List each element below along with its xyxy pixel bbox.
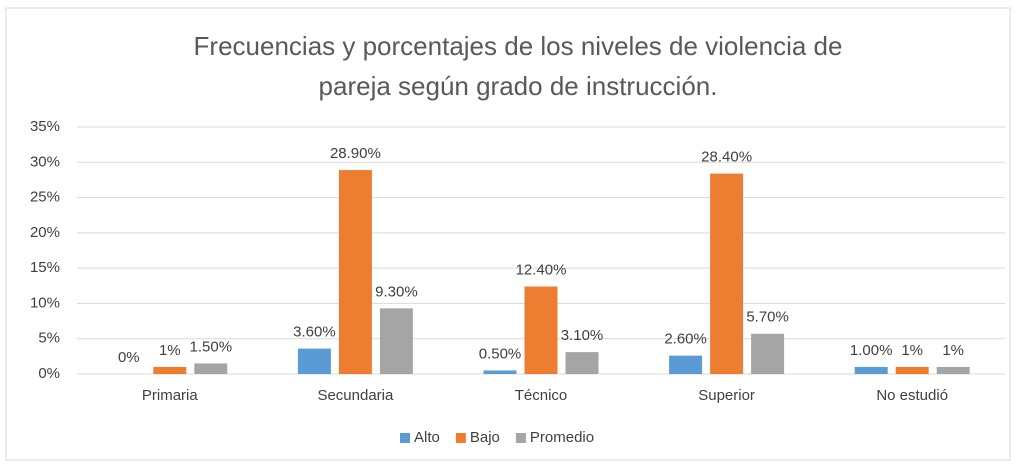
y-tick-label: 0% bbox=[38, 365, 60, 382]
bar bbox=[936, 366, 970, 374]
y-tick-label: 15% bbox=[30, 259, 60, 276]
data-label: 28.40% bbox=[701, 149, 752, 166]
y-tick-label: 10% bbox=[30, 294, 60, 311]
chart-title: Frecuencias y porcentajes de los niveles… bbox=[194, 31, 843, 61]
bar bbox=[524, 286, 558, 374]
bar bbox=[751, 333, 785, 374]
y-tick-label: 30% bbox=[30, 153, 60, 170]
data-label: 1% bbox=[942, 342, 964, 359]
bar bbox=[483, 370, 517, 374]
x-tick-label: Técnico bbox=[515, 387, 568, 404]
bar bbox=[194, 363, 228, 374]
x-tick-label: Primaria bbox=[142, 387, 198, 404]
data-label: 0% bbox=[118, 349, 140, 366]
y-tick-label: 5% bbox=[38, 330, 60, 347]
bar bbox=[895, 366, 929, 374]
y-tick-label: 25% bbox=[30, 189, 60, 206]
bar bbox=[710, 173, 744, 374]
legend-swatch bbox=[455, 433, 466, 443]
y-tick-label: 35% bbox=[30, 118, 60, 135]
x-tick-label: No estudió bbox=[876, 387, 948, 404]
bar bbox=[338, 170, 372, 374]
chart-frame bbox=[5, 7, 1011, 461]
bar bbox=[297, 348, 331, 374]
data-label: 28.90% bbox=[330, 145, 381, 162]
data-label: 1.50% bbox=[190, 338, 233, 355]
data-label: 1.00% bbox=[850, 342, 893, 359]
bar bbox=[669, 355, 703, 374]
legend-swatch bbox=[515, 433, 526, 443]
data-label: 3.60% bbox=[293, 324, 336, 341]
legend-swatch bbox=[400, 433, 410, 443]
bar bbox=[153, 366, 187, 374]
data-label: 1% bbox=[159, 342, 181, 359]
data-label: 1% bbox=[901, 342, 923, 359]
bar bbox=[565, 352, 599, 374]
data-label: 0.50% bbox=[479, 345, 522, 362]
legend-label: Alto bbox=[414, 429, 440, 446]
bar bbox=[379, 308, 413, 374]
x-tick-label: Secundaria bbox=[317, 387, 394, 404]
data-label: 5.70% bbox=[746, 309, 789, 326]
bar bbox=[854, 366, 888, 374]
data-label: 9.30% bbox=[375, 283, 418, 300]
x-tick-label: Superior bbox=[698, 387, 755, 404]
chart-title: pareja según grado de instrucción. bbox=[319, 71, 718, 101]
y-tick-label: 20% bbox=[30, 224, 60, 241]
legend-label: Bajo bbox=[470, 429, 500, 446]
data-label: 2.60% bbox=[664, 331, 707, 348]
data-label: 3.10% bbox=[561, 327, 604, 344]
data-label: 12.40% bbox=[516, 261, 567, 278]
legend-label: Promedio bbox=[530, 429, 594, 446]
